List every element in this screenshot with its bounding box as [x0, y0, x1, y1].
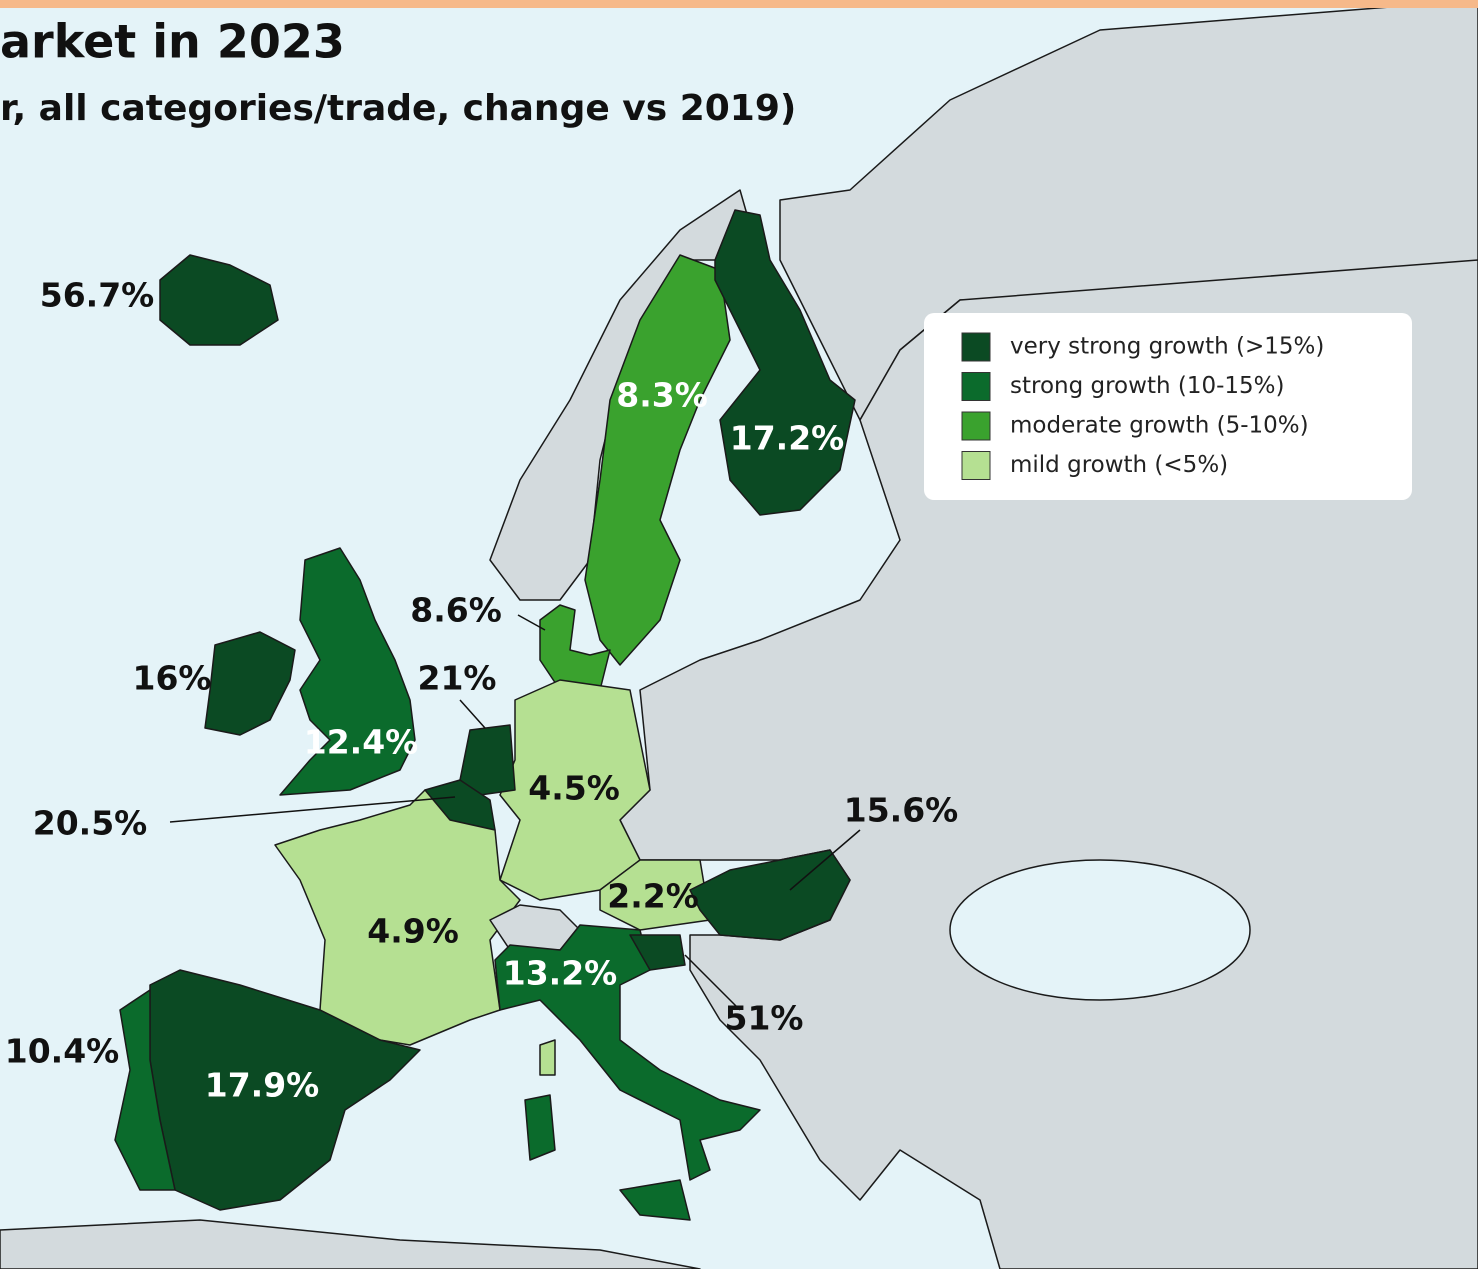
- leader-line: [517, 614, 546, 631]
- title: arket in 2023: [0, 15, 345, 69]
- region: [489, 189, 761, 601]
- black-sea: [949, 859, 1251, 1001]
- value-label: 15.6%: [844, 791, 959, 830]
- value-label: 51%: [725, 999, 804, 1038]
- value-label: 21%: [418, 659, 497, 698]
- region: [279, 547, 416, 796]
- value-label: 16%: [133, 659, 212, 698]
- value-label: 17.9%: [205, 1066, 320, 1105]
- legend-label: moderate growth (5-10%): [1010, 413, 1309, 439]
- value-label: 10.4%: [5, 1032, 120, 1071]
- value-label: 20.5%: [33, 804, 148, 843]
- region: [539, 1039, 556, 1076]
- value-label: 17.2%: [730, 419, 845, 458]
- value-label: 8.3%: [616, 376, 708, 415]
- region: [459, 724, 516, 796]
- region: [619, 1179, 691, 1221]
- leader-lines: [169, 614, 861, 1011]
- region: [629, 934, 686, 971]
- region: [584, 254, 731, 666]
- legend-label: strong growth (10-15%): [1010, 373, 1284, 399]
- region: [714, 209, 856, 516]
- legend-label: very strong growth (>15%): [1010, 334, 1324, 360]
- legend-box: [924, 313, 1412, 500]
- leader-line: [684, 954, 741, 1011]
- top-bar: [0, 0, 1478, 8]
- legend-label: mild growth (<5%): [1010, 452, 1228, 478]
- region: [524, 1094, 556, 1161]
- leader-line: [459, 699, 486, 729]
- legend-swatch: [961, 332, 991, 362]
- value-label: 8.6%: [410, 591, 502, 630]
- region: [204, 631, 296, 736]
- subtitle: r, all categories/trade, change vs 2019): [0, 88, 796, 129]
- legend-swatch: [961, 411, 991, 441]
- region: [0, 1219, 701, 1269]
- value-label: 13.2%: [503, 954, 618, 993]
- region: [114, 989, 176, 1191]
- value-label: 56.7%: [40, 276, 155, 315]
- value-label: 4.5%: [528, 769, 620, 808]
- region: [159, 254, 279, 346]
- leader-line: [789, 829, 861, 891]
- legend-swatch: [961, 372, 991, 401]
- legend-swatch: [961, 451, 991, 480]
- value-label: 4.9%: [367, 912, 459, 951]
- value-label: 12.4%: [304, 723, 419, 762]
- value-label: 2.2%: [607, 877, 699, 916]
- region: [539, 604, 611, 691]
- leader-line: [169, 796, 456, 823]
